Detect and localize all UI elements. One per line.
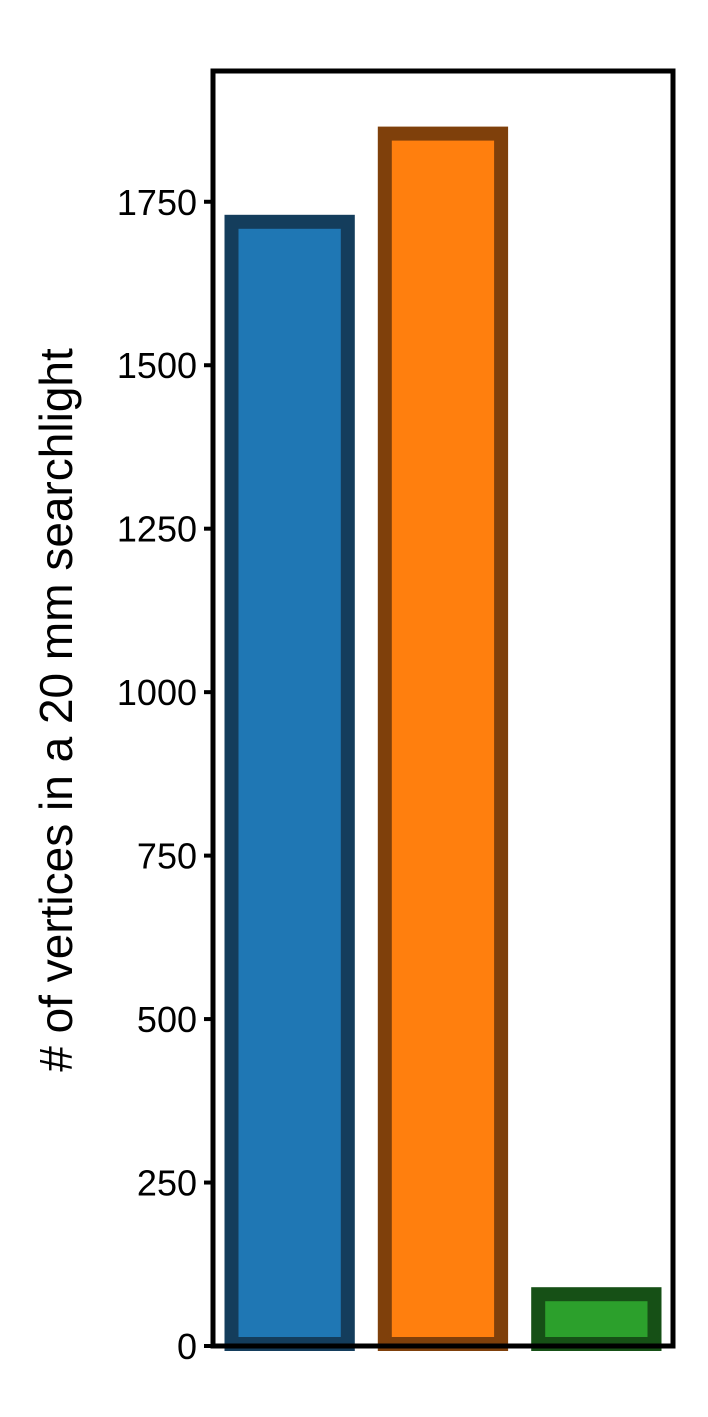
bar-1 — [224, 214, 355, 1351]
y-tick-label: 1750 — [117, 182, 197, 223]
y-axis-ticks: 0 250 500 750 1000 1250 1500 1750 — [117, 182, 213, 1367]
y-tick-label: 1000 — [117, 672, 197, 713]
y-tick-label: 1500 — [117, 345, 197, 386]
plot-frame — [210, 68, 676, 1349]
y-tick-label: 0 — [177, 1326, 197, 1367]
bar-3 — [531, 1287, 662, 1351]
bar-2 — [377, 126, 509, 1352]
y-tick-label: 500 — [137, 999, 197, 1040]
y-axis-title: # of vertices in a 20 mm searchlight — [30, 348, 82, 1072]
y-tick-label: 1250 — [117, 509, 197, 550]
y-tick-label: 750 — [137, 836, 197, 877]
bars-group — [224, 126, 662, 1352]
y-tick-label: 250 — [137, 1163, 197, 1204]
